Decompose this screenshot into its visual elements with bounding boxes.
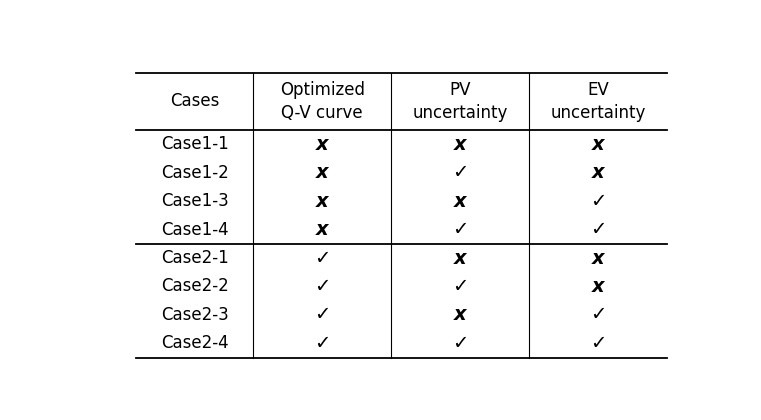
Text: ✓: ✓ [314, 249, 330, 268]
Text: Case1-2: Case1-2 [161, 164, 228, 181]
Text: ✓: ✓ [590, 220, 607, 239]
Text: ✓: ✓ [590, 305, 607, 324]
Text: x: x [592, 135, 604, 154]
Text: x: x [592, 163, 604, 182]
Text: Case1-1: Case1-1 [161, 135, 228, 153]
Text: Case1-4: Case1-4 [161, 220, 228, 239]
Text: x: x [316, 220, 329, 239]
Text: ✓: ✓ [590, 334, 607, 353]
Text: Cases: Cases [170, 92, 219, 110]
Text: x: x [592, 249, 604, 268]
Text: x: x [316, 135, 329, 154]
Text: ✓: ✓ [314, 334, 330, 353]
Text: x: x [316, 192, 329, 210]
Text: ✓: ✓ [452, 163, 468, 182]
Text: Case2-1: Case2-1 [161, 249, 228, 267]
Text: x: x [454, 135, 466, 154]
Text: x: x [592, 277, 604, 296]
Text: Case1-3: Case1-3 [161, 192, 228, 210]
Text: x: x [454, 249, 466, 268]
Text: x: x [454, 192, 466, 210]
Text: EV
uncertainty: EV uncertainty [550, 81, 646, 122]
Text: ✓: ✓ [452, 334, 468, 353]
Text: ✓: ✓ [314, 277, 330, 296]
Text: Case2-3: Case2-3 [161, 306, 228, 324]
Text: x: x [316, 163, 329, 182]
Text: Optimized
Q-V curve: Optimized Q-V curve [280, 81, 365, 122]
Text: ✓: ✓ [452, 277, 468, 296]
Text: Case2-4: Case2-4 [161, 334, 228, 352]
Text: ✓: ✓ [590, 192, 607, 210]
Text: x: x [454, 305, 466, 324]
Text: ✓: ✓ [314, 305, 330, 324]
Text: ✓: ✓ [452, 220, 468, 239]
Text: PV
uncertainty: PV uncertainty [412, 81, 508, 122]
Text: Case2-2: Case2-2 [161, 278, 228, 296]
